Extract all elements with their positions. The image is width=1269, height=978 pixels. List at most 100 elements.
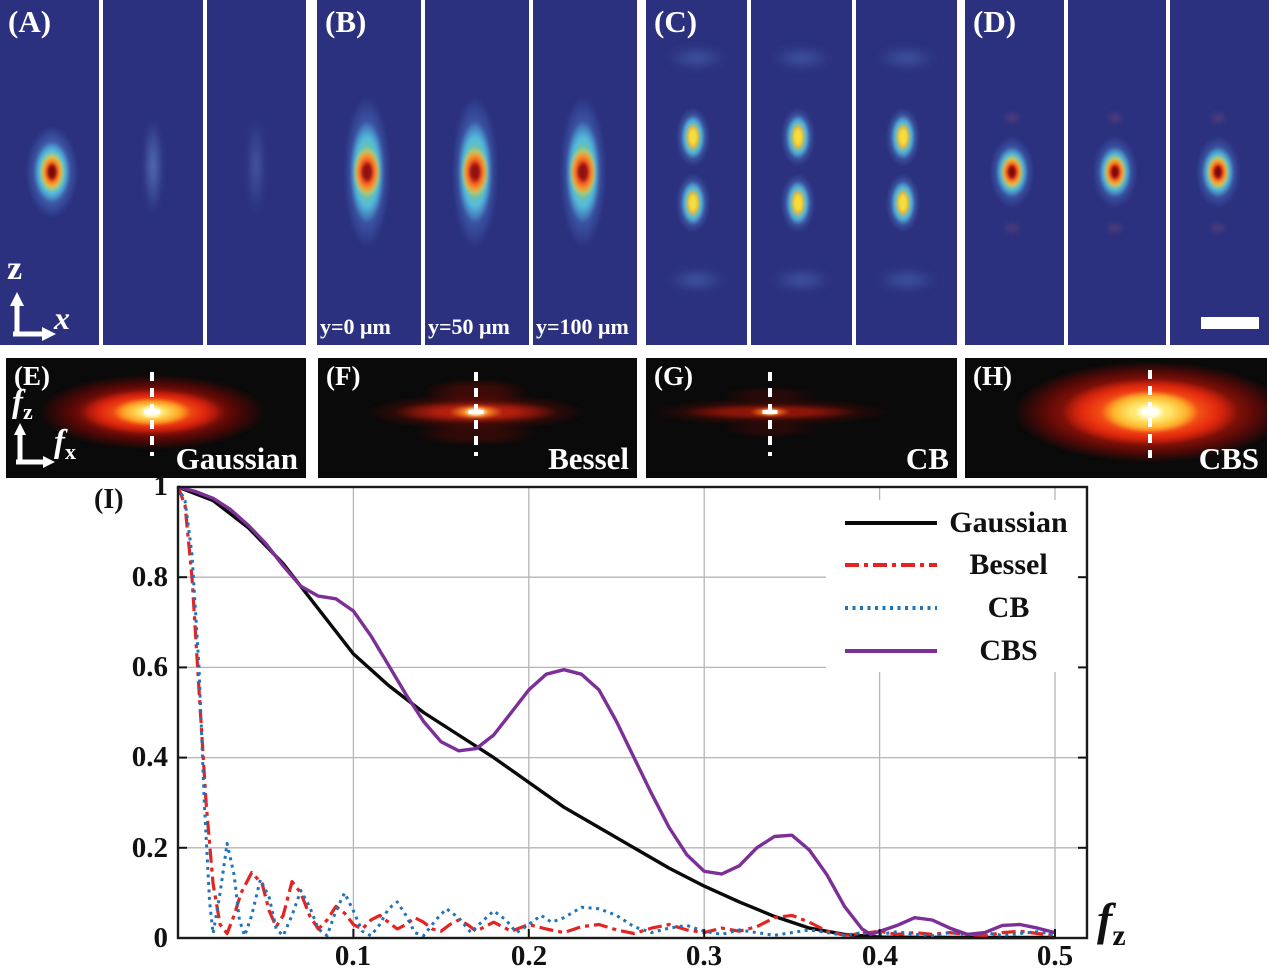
curve-bessel [176, 486, 1056, 938]
legend-label-gaussian: Gaussian [949, 506, 1068, 539]
panel-D-sub3 [1170, 0, 1269, 345]
psf-streak [236, 91, 277, 241]
panel-E: (E) Gaussian fz fx [6, 358, 306, 478]
dashed-cut-line [474, 372, 478, 456]
panel-I-label: (I) [94, 484, 124, 515]
psf-lobe [877, 168, 930, 238]
psf-spot [1185, 133, 1250, 211]
psf-band [763, 43, 840, 73]
psf-streak [132, 91, 173, 241]
ytick-1: 1 [153, 470, 169, 502]
panel-A-sub3 [206, 0, 306, 345]
x-axis-title: fz [1097, 894, 1126, 952]
mtf-chart: (I) 1 0.8 0.6 0.4 0.2 0 0.1 0.2 0.3 0.4 … [0, 470, 1269, 978]
panel-F: (F) Bessel [318, 358, 637, 478]
legend-label-cb: CB [987, 591, 1030, 624]
x-axis-label: x [54, 300, 70, 336]
psf-sidelobe [1001, 111, 1024, 125]
panel-C: (C) [646, 0, 957, 345]
panel-A-label: (A) [8, 4, 52, 39]
psf-spot [552, 82, 613, 262]
psf-lobe [667, 102, 720, 172]
center-cross [1142, 410, 1158, 414]
dashed-cut-line [768, 372, 772, 456]
ytick-0.8: 0.8 [131, 561, 168, 593]
fz-axis-label: fz [12, 384, 33, 424]
panel-C-sub3 [856, 0, 957, 345]
panel-E-label: (E) [14, 361, 50, 391]
xtick-0.1: 0.1 [334, 940, 372, 972]
y-depth-label: y=0 μm [320, 314, 391, 339]
xtick-0.4: 0.4 [861, 940, 899, 972]
y-depth-label: y=50 μm [428, 314, 510, 339]
panel-A: (A) [0, 0, 306, 345]
center-cross [468, 410, 484, 414]
curve-cbs [177, 485, 1056, 937]
panel-C-sub1: (C) [646, 0, 747, 345]
psf-band [763, 265, 840, 295]
plot-frame [176, 485, 1089, 940]
ytick-0.4: 0.4 [131, 741, 168, 773]
psf-sidelobe [1001, 221, 1024, 235]
panel-B-sub1: (B) y=0 μm [317, 0, 421, 345]
psf-band [658, 265, 735, 295]
panel-E-name: Gaussian [175, 441, 298, 476]
psf-sidelobe [1104, 221, 1127, 235]
psf-sidelobe [1206, 111, 1229, 125]
xtick-0.3: 0.3 [685, 940, 723, 972]
legend-label-bessel: Bessel [969, 548, 1048, 581]
center-cross [762, 410, 778, 414]
fx-axis-label: fx [54, 424, 76, 464]
psf-lobe [667, 168, 720, 238]
psf-lobe [772, 102, 825, 172]
panel-G-name: CB [905, 441, 949, 476]
panel-A-sub2 [103, 0, 203, 345]
panel-B-sub3: y=100 μm [533, 0, 637, 345]
otf-row: (E) Gaussian fz fx (F) Bessel (G) [0, 358, 1269, 478]
zx-axes-arrows [10, 292, 56, 341]
mtf-plot-canvas [176, 485, 1089, 940]
panel-H-name: CBS [1198, 441, 1259, 476]
psf-band [868, 43, 945, 73]
fzfx-axes-arrows [14, 423, 55, 468]
dashed-cut-line [1148, 370, 1152, 458]
psf-lobe [877, 102, 930, 172]
ytick-0.6: 0.6 [131, 651, 168, 683]
psf-row: (A) (B) y=0 μm y=50 μm [0, 0, 1269, 358]
psf-band [868, 265, 945, 295]
ytick-0: 0 [153, 922, 169, 954]
ytick-0.2: 0.2 [131, 832, 168, 864]
legend-label-cbs: CBS [979, 634, 1038, 667]
panel-D: (D) [965, 0, 1269, 345]
center-cross [144, 410, 160, 414]
psf-lobe [772, 168, 825, 238]
panel-H-label: (H) [973, 361, 1012, 391]
panel-D-sub2 [1067, 0, 1167, 345]
panel-F-name: Bessel [548, 441, 629, 476]
curve-cb [176, 486, 1056, 938]
dashed-cut-line [150, 372, 154, 456]
y-depth-label: y=100 μm [536, 314, 629, 339]
panel-G-label: (G) [654, 361, 693, 391]
panel-B-label: (B) [325, 4, 367, 39]
xtick-0.2: 0.2 [510, 940, 548, 972]
xtick-0.5: 0.5 [1036, 940, 1074, 972]
otf-blob [995, 358, 1267, 471]
panel-B: (B) y=0 μm y=50 μm y=100 μm [317, 0, 637, 345]
psf-spot [12, 117, 91, 227]
panel-C-label: (C) [654, 4, 698, 39]
z-axis-label: z [7, 250, 23, 287]
psf-sidelobe [1104, 111, 1127, 125]
psf-spot [1083, 133, 1148, 211]
psf-spot [980, 133, 1045, 211]
psf-spot [444, 82, 505, 262]
panel-A-sub1: (A) [0, 0, 100, 345]
scale-bar [1201, 317, 1260, 329]
panel-B-sub2: y=50 μm [425, 0, 529, 345]
psf-spot [336, 82, 397, 262]
panel-H: (H) CBS [965, 358, 1267, 478]
panel-G: (G) CB [646, 358, 957, 478]
panel-C-sub2 [751, 0, 852, 345]
legend-background [826, 500, 1078, 672]
